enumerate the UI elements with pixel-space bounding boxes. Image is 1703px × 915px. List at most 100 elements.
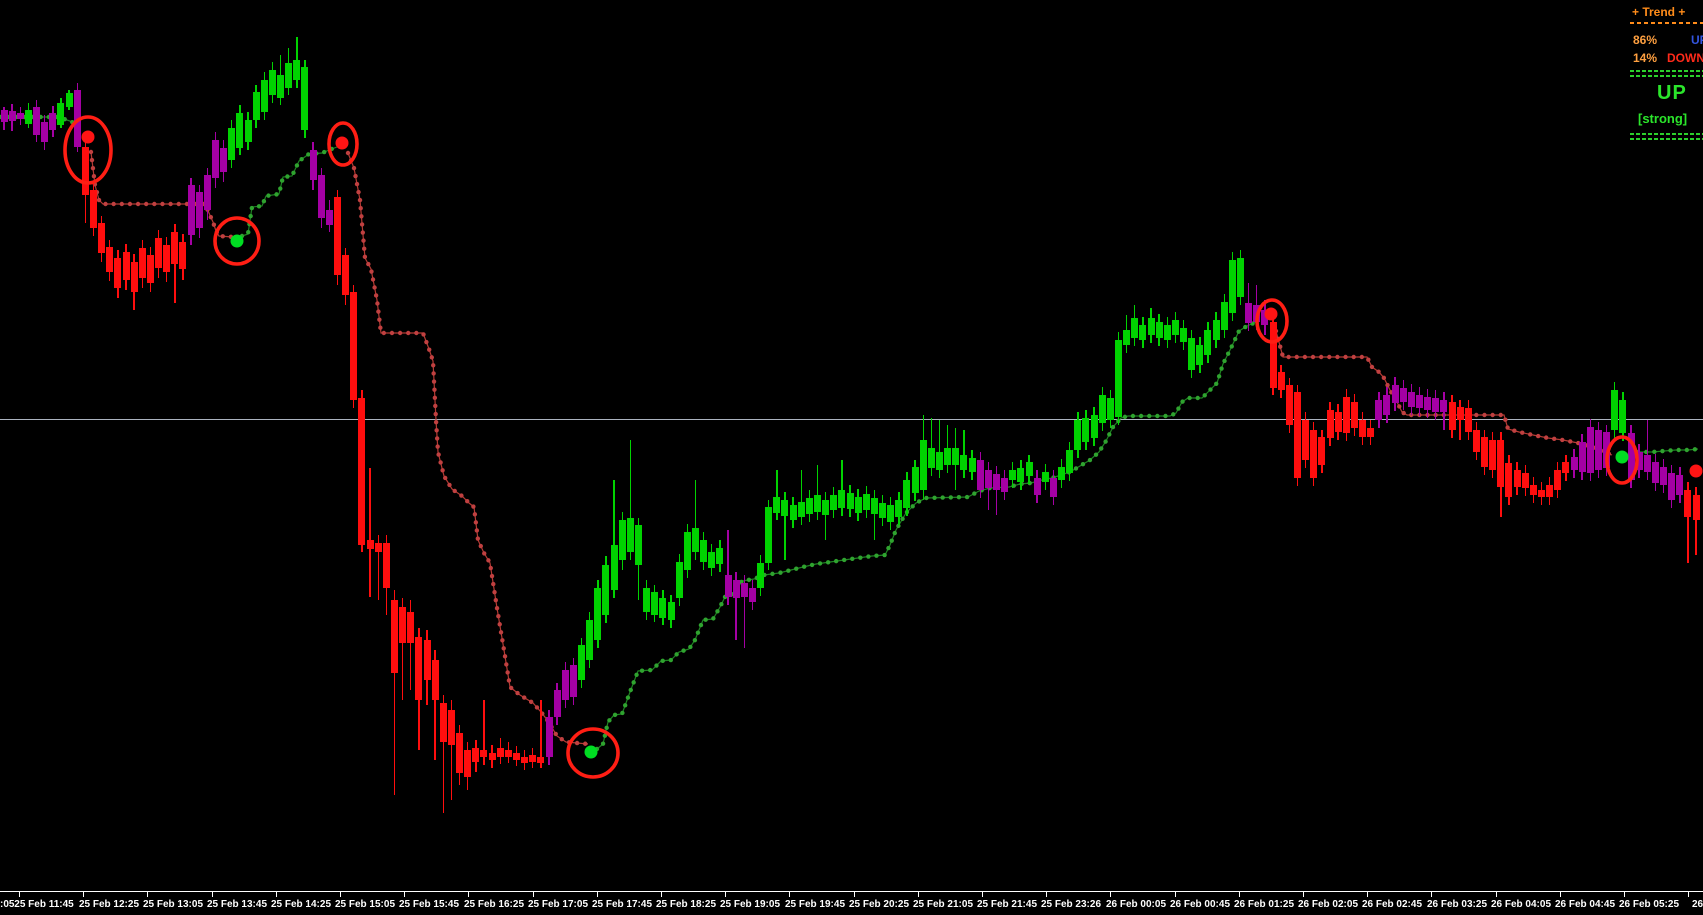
candle [130,262,138,292]
trend-dot [1080,462,1086,467]
candle-wick [930,418,933,476]
trend-dot [703,617,708,622]
candle-wick [369,468,371,597]
candle [1562,462,1570,473]
trend-dot [882,552,887,558]
candle [1464,408,1472,432]
trend-dot [1216,374,1222,379]
trend-dot [1676,447,1681,453]
axis-time-label: 26 Feb 02:05 [1297,899,1359,910]
trend-dot [1503,417,1508,422]
candle [870,498,878,514]
trend-dot [91,174,97,179]
candle [1049,478,1057,497]
trend-dot [1401,410,1406,416]
trend-dot [1560,437,1565,443]
trend-dot [1219,366,1224,371]
trend-dot [874,553,879,558]
trend-dot [607,718,612,723]
candle [610,545,618,590]
candle [65,93,73,107]
candle [1180,328,1188,342]
candle [89,190,97,228]
candle [41,122,49,142]
trend-dot [493,597,498,603]
candle [651,592,659,615]
axis-tick [982,892,983,897]
trend-dot [414,330,419,336]
trend-dot [770,571,775,577]
trend-dot [639,668,645,673]
trend-dot [1505,425,1510,430]
candle-wick [1646,420,1648,480]
candle [529,755,537,762]
trend-dot [1543,435,1549,440]
trend-dot [858,555,863,560]
trend-dot [432,387,437,392]
trend-dot [500,638,505,643]
candle-wick [694,480,697,560]
candle [1619,400,1627,433]
trend-dot [443,475,448,481]
candle [1456,407,1464,420]
signal-marker-red [63,115,113,185]
candle [561,670,569,700]
candle [968,458,976,472]
trend-dot [719,602,724,607]
trend-dot [1187,395,1192,401]
axis-tick [854,892,855,897]
candle [252,92,260,120]
trend-dot [910,504,915,509]
axis-tick [1624,892,1625,897]
trend-dot [1397,404,1402,409]
trend-dot [491,581,496,587]
trend-dot [465,499,470,504]
candle [895,500,903,517]
trend-dot [534,705,540,710]
trend-dot [360,230,366,235]
candle [919,440,927,490]
trend-dot [1233,336,1238,342]
candle [24,110,32,124]
trend-dot [143,201,149,207]
candle [122,252,130,280]
candle-wick [434,650,436,760]
trend-dot [127,201,133,207]
candle [423,640,431,680]
trend-dot [1302,354,1308,360]
trend-dot [1180,399,1185,404]
candle-wick [816,465,819,520]
trend-dot [431,363,436,368]
trend-dot [620,710,625,716]
candle [1058,467,1066,480]
candle [1375,400,1383,420]
axis-time-label: 25 Feb 16:25 [463,899,525,910]
candle [1188,338,1196,370]
axis-tick [789,892,790,897]
candle [513,753,520,760]
candle [1098,395,1106,423]
trend-dot [220,234,225,239]
axis-tick [1688,892,1689,897]
candle-wick [442,695,444,813]
trend-dot [801,564,807,569]
candle [114,258,122,288]
candle [903,480,911,508]
candle [1001,478,1009,492]
candle [1432,398,1440,412]
axis-tick [597,892,598,897]
trend-dot [473,520,479,525]
axis-tick [533,892,534,897]
trend-dot [211,222,217,227]
trend-dot [89,157,95,163]
axis-time-label: 26 Feb 00:05 [1105,899,1167,910]
trend-dot [434,428,439,433]
trend-dot [433,403,438,409]
trend-dot [472,512,478,517]
candle [1277,372,1285,390]
trend-dot [825,560,831,565]
trend-dot [279,178,285,183]
trend-dot [378,325,383,330]
signal-dot [1264,307,1278,321]
